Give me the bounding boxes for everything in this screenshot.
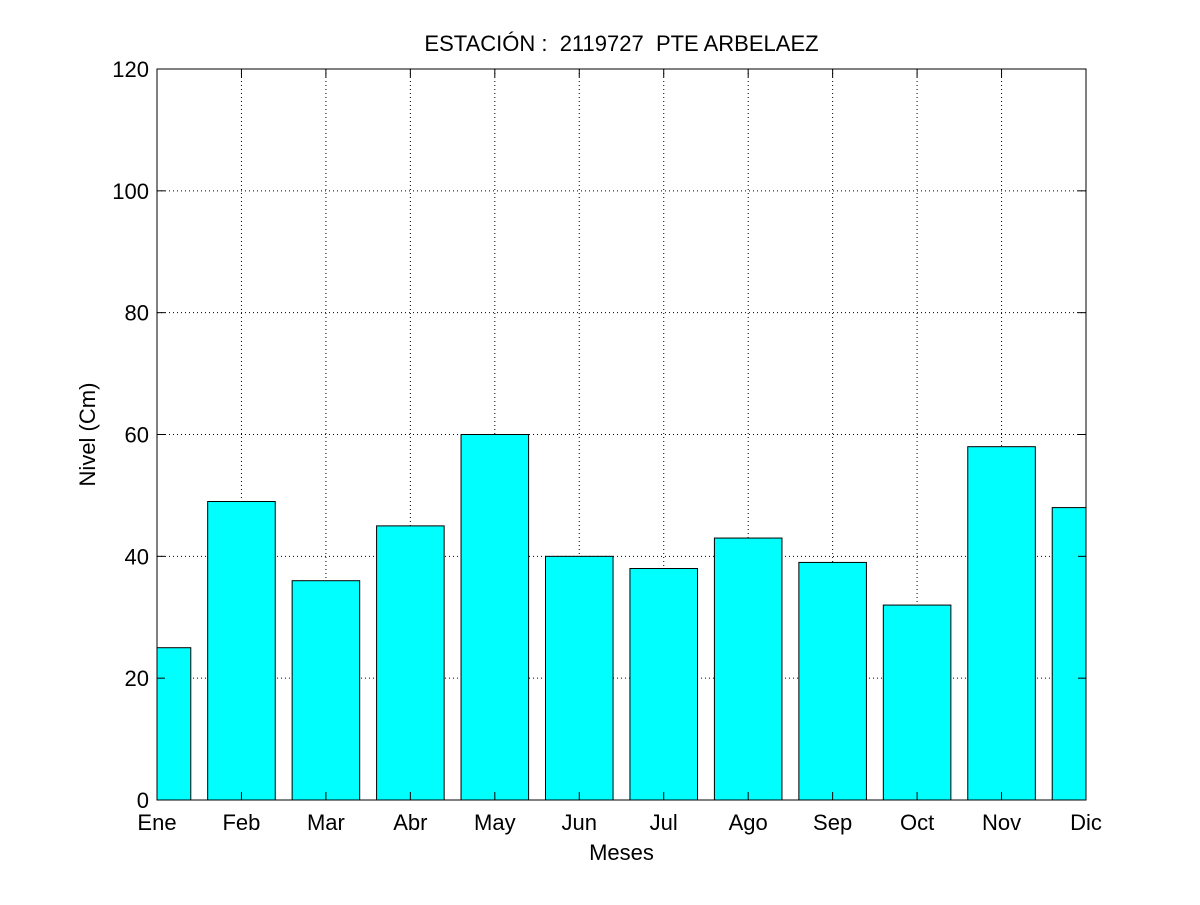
bar-abr xyxy=(376,525,445,801)
y-tick-label: 100 xyxy=(112,179,149,204)
y-tick-label: 0 xyxy=(137,788,149,813)
x-tick-label: Feb xyxy=(222,810,260,835)
bar-oct xyxy=(882,604,952,801)
bar-feb xyxy=(207,501,276,801)
bar-mar xyxy=(291,580,361,801)
bar-may xyxy=(460,434,530,801)
x-tick-label: Jul xyxy=(650,810,678,835)
axis-ticks: Ene Feb Mar Abr May Jun Jul Ago Sep Oct Nov Dic 0 20 4… xyxy=(112,57,1102,835)
y-tick-label: 40 xyxy=(125,544,149,569)
bar-ago xyxy=(713,537,783,801)
y-axis-label: Nivel (Cm) xyxy=(75,383,100,487)
bar-sep xyxy=(798,561,867,801)
bar-ene xyxy=(156,647,192,801)
bar-dic xyxy=(1051,507,1087,801)
x-tick-label: May xyxy=(474,810,516,835)
x-tick-label: Jun xyxy=(562,810,597,835)
bars xyxy=(156,434,1087,801)
x-tick-label: Dic xyxy=(1070,810,1102,835)
y-tick-label: 60 xyxy=(125,423,149,448)
x-tick-label: Mar xyxy=(307,810,345,835)
x-tick-label: Ago xyxy=(729,810,768,835)
y-tick-label: 120 xyxy=(112,57,149,82)
x-tick-label: Nov xyxy=(982,810,1021,835)
chart-title: ESTACIÓN : 2119727 PTE ARBELAEZ xyxy=(424,31,818,56)
x-tick-label: Sep xyxy=(813,810,852,835)
bar-jun xyxy=(544,555,614,801)
x-axis-label: Meses xyxy=(589,840,654,865)
bar-nov xyxy=(967,446,1036,801)
x-tick-label: Ene xyxy=(137,810,176,835)
y-tick-label: 80 xyxy=(125,301,149,326)
bar-jul xyxy=(629,568,699,801)
y-tick-label: 20 xyxy=(125,666,149,691)
x-tick-label: Oct xyxy=(900,810,934,835)
grid-lines xyxy=(157,69,1086,800)
x-tick-label: Abr xyxy=(393,810,427,835)
